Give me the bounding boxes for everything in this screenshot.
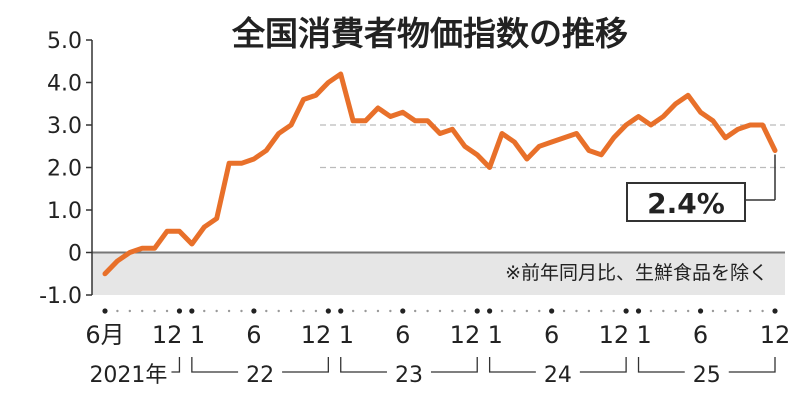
year-bracket	[637, 357, 776, 373]
x-month-tick	[635, 308, 642, 314]
x-month-tick	[538, 309, 541, 313]
x-month-tick	[500, 309, 504, 313]
x-month-label: 1	[637, 321, 652, 349]
x-month-label: 6	[693, 321, 708, 349]
x-month-tick	[697, 308, 704, 314]
x-month-tick	[772, 308, 778, 314]
chart-note: ※前年同月比、生鮮食品を除く	[505, 262, 768, 284]
x-year-label: 2021年	[89, 363, 167, 388]
x-month-tick	[389, 309, 392, 313]
x-month-tick	[711, 309, 715, 313]
x-month-tick	[277, 309, 280, 313]
x-month-tick	[215, 309, 218, 313]
x-month-tick	[600, 309, 603, 313]
x-month-tick	[302, 309, 305, 313]
x-month-tick	[438, 309, 442, 313]
x-month-tick	[736, 309, 739, 313]
x-month-tick	[240, 309, 243, 313]
x-year-label: 25	[693, 363, 721, 388]
x-month-tick	[289, 309, 293, 313]
x-month-tick	[413, 309, 417, 313]
x-month-tick	[575, 309, 578, 313]
x-month-label: 6	[246, 321, 261, 349]
y-tick-label: 3.0	[47, 114, 82, 139]
chart-title: 全国消費者物価指数の推移	[231, 14, 628, 53]
x-month-tick	[674, 309, 677, 313]
x-month-tick	[451, 309, 454, 313]
x-month-tick	[153, 309, 156, 313]
x-month-tick	[463, 309, 467, 313]
x-month-tick	[128, 309, 132, 313]
x-month-label: 12	[760, 321, 791, 349]
x-month-tick	[562, 309, 566, 313]
x-month-tick	[487, 308, 493, 314]
x-month-tick	[748, 309, 752, 313]
year-bracket	[488, 357, 627, 373]
x-month-tick	[474, 308, 480, 314]
x-month-label: 12	[301, 321, 332, 349]
x-month-tick	[176, 308, 183, 314]
x-month-tick	[587, 309, 591, 313]
y-tick-label: 5.0	[47, 29, 82, 54]
x-month-tick	[141, 309, 144, 313]
x-month-label: 12	[450, 321, 481, 349]
x-month-tick	[325, 308, 331, 314]
x-month-tick	[251, 308, 257, 314]
x-month-tick	[426, 309, 429, 313]
x-month-tick	[686, 309, 690, 313]
x-month-label: 6	[395, 321, 410, 349]
x-month-tick	[314, 309, 318, 313]
x-month-label: 1	[339, 321, 354, 349]
x-month-tick	[761, 309, 764, 313]
x-month-label: 6月	[85, 321, 124, 349]
x-month-tick	[612, 309, 615, 313]
x-month-label: 1	[190, 321, 205, 349]
x-month-tick	[102, 308, 108, 314]
x-month-label: 12	[599, 321, 630, 349]
year-bracket	[191, 357, 329, 373]
y-tick-label: -1.0	[39, 284, 82, 309]
callout-box	[626, 182, 746, 222]
negative-band	[92, 252, 785, 295]
x-month-tick	[265, 309, 268, 313]
year-bracket	[340, 357, 478, 373]
y-tick-label: 1.0	[47, 199, 82, 224]
x-month-tick	[513, 309, 516, 313]
x-month-tick	[203, 309, 206, 313]
y-tick-label: 0	[68, 242, 82, 267]
x-month-tick	[649, 309, 653, 313]
x-month-tick	[165, 309, 169, 313]
x-month-tick	[623, 308, 629, 314]
cpi-series-line	[102, 71, 778, 277]
y-tick-label: 4.0	[47, 72, 82, 97]
year-bracket	[171, 357, 181, 373]
x-month-tick	[400, 308, 406, 314]
x-year-label: 23	[395, 363, 423, 388]
x-year-label: 22	[246, 363, 274, 388]
x-year-label: 24	[544, 363, 572, 388]
x-month-tick	[338, 308, 344, 314]
x-month-tick	[189, 308, 195, 314]
y-tick-label: 2.0	[47, 157, 82, 182]
x-month-label: 6	[544, 321, 559, 349]
x-month-tick	[662, 309, 665, 313]
x-month-tick	[351, 309, 355, 313]
x-month-tick	[525, 309, 529, 313]
x-month-label: 12	[152, 321, 183, 349]
x-month-label: 1	[488, 321, 503, 349]
x-month-tick	[549, 308, 555, 314]
x-month-tick	[116, 309, 119, 313]
x-month-tick	[364, 309, 367, 313]
x-month-tick	[724, 309, 727, 313]
callout-label: 2.4%	[647, 187, 725, 220]
x-month-tick	[376, 309, 380, 313]
x-month-tick	[227, 309, 231, 313]
